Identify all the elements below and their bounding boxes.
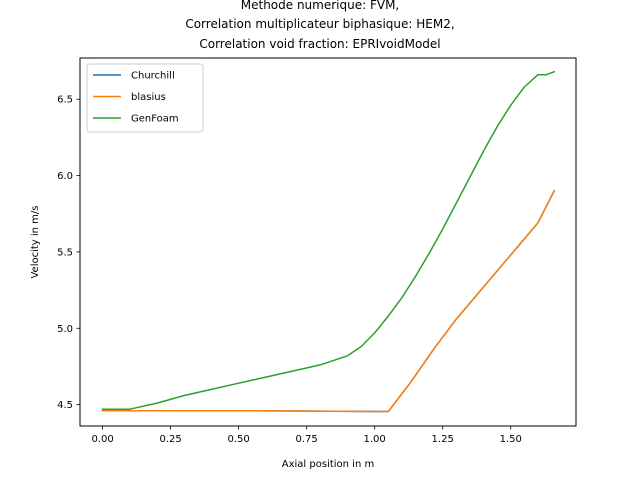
- plot-area-frame: [79, 57, 577, 427]
- legend-frame: [86, 63, 204, 133]
- series-line-genfoam: [101, 70, 556, 410]
- x-tick-label: 0.75: [296, 434, 318, 445]
- x-tick-label: 0.50: [227, 434, 249, 445]
- y-tick-label: 6.0: [57, 171, 73, 182]
- x-axis-ticks: 0.00 0.25 0.50 0.75 1.00 1.25 1.50: [91, 426, 522, 445]
- chart-title-line-3: Correlation void fraction: EPRIvoidModel: [199, 37, 440, 51]
- legend: Churchill blasius GenFoam: [86, 63, 204, 133]
- y-tick-label: 4.5: [57, 400, 73, 411]
- legend-label-churchill: Churchill: [131, 71, 175, 82]
- y-axis-ticks: 4.5 5.0 5.5 6.0 6.5: [57, 95, 80, 411]
- series-line-churchill: [101, 189, 556, 413]
- x-tick-label: 0.25: [159, 434, 181, 445]
- y-tick-label: 5.5: [57, 247, 73, 258]
- chart-title: Methode numerique: FVM, Correlation mult…: [185, 0, 454, 51]
- y-axis-label: Velocity in m/s: [30, 205, 41, 278]
- x-tick-label: 1.50: [500, 434, 522, 445]
- legend-label-blasius: blasius: [131, 92, 166, 103]
- x-tick-label: 1.25: [432, 434, 454, 445]
- x-axis-label: Axial position in m: [282, 459, 374, 470]
- series-layer: [101, 70, 556, 413]
- chart-title-line-1: Methode numerique: FVM,: [241, 0, 400, 12]
- chart-title-line-2: Correlation multiplicateur biphasique: H…: [185, 17, 454, 31]
- x-tick-label: 1.00: [364, 434, 386, 445]
- y-tick-label: 5.0: [57, 324, 73, 335]
- series-line-blasius: [101, 189, 556, 413]
- legend-label-genfoam: GenFoam: [131, 114, 179, 125]
- x-tick-label: 0.00: [91, 434, 113, 445]
- y-tick-label: 6.5: [57, 95, 73, 106]
